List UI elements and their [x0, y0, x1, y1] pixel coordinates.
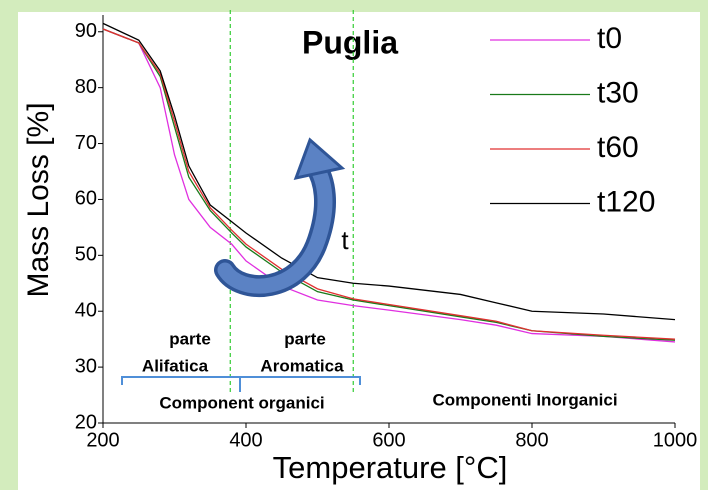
- y-tick-label: 80: [75, 76, 97, 98]
- annotation: parte: [284, 329, 326, 348]
- annotation: Aromatica: [260, 356, 344, 375]
- annotation: t: [341, 225, 349, 255]
- y-tick-label: 30: [75, 355, 97, 377]
- x-tick-label: 600: [372, 429, 405, 451]
- chart-title: Puglia: [302, 24, 398, 60]
- chart: Puglia Temperature [°C] Mass Loss [%] 20…: [0, 0, 708, 490]
- annotation: parte: [169, 329, 211, 348]
- y-tick-label: 40: [75, 300, 97, 322]
- annotation: Componenti Inorganici: [432, 390, 617, 409]
- x-axis-label: Temperature [°C]: [273, 450, 508, 485]
- x-tick-label: 1000: [653, 429, 698, 451]
- legend-label: t0: [597, 22, 622, 55]
- legend-label: t30: [597, 76, 639, 109]
- legend-label: t60: [597, 131, 639, 164]
- y-tick-label: 90: [75, 20, 97, 42]
- y-tick-label: 60: [75, 188, 97, 210]
- legend-label: t120: [597, 185, 655, 218]
- annotation: Component organici: [159, 393, 324, 412]
- y-tick-label: 50: [75, 244, 97, 266]
- x-tick-label: 400: [229, 429, 262, 451]
- annotation: Alifatica: [142, 356, 209, 375]
- y-tick-label: 70: [75, 132, 97, 154]
- y-axis-label: Mass Loss [%]: [22, 102, 55, 297]
- x-tick-label: 200: [86, 429, 119, 451]
- x-tick-label: 800: [515, 429, 548, 451]
